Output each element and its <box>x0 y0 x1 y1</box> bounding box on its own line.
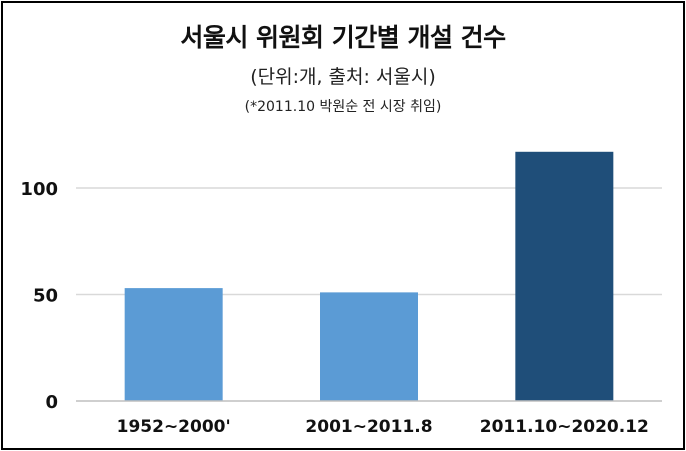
y-tick-labels: 0 50 100 <box>20 179 58 413</box>
category-labels: 1952~2000' 2001~2011.8 2011.10~2020.12 <box>117 417 649 437</box>
bar-1 <box>124 288 223 401</box>
bar-2 <box>320 292 418 401</box>
bar-3 <box>515 151 614 401</box>
y-tick-label-100: 100 <box>20 179 58 200</box>
chart-subtitle: (단위:개, 출처: 서울시) <box>250 66 436 88</box>
category-label-2: 2001~2011.8 <box>305 417 432 437</box>
bars <box>124 151 614 401</box>
chart-note: (*2011.10 박원순 전 시장 취임) <box>244 99 442 115</box>
y-tick-label-0: 0 <box>45 392 58 413</box>
chart-title: 서울시 위원회 기간별 개설 건수 <box>180 23 506 52</box>
category-label-3: 2011.10~2020.12 <box>480 417 649 437</box>
y-tick-label-50: 50 <box>33 286 58 307</box>
category-label-1: 1952~2000' <box>117 417 231 437</box>
